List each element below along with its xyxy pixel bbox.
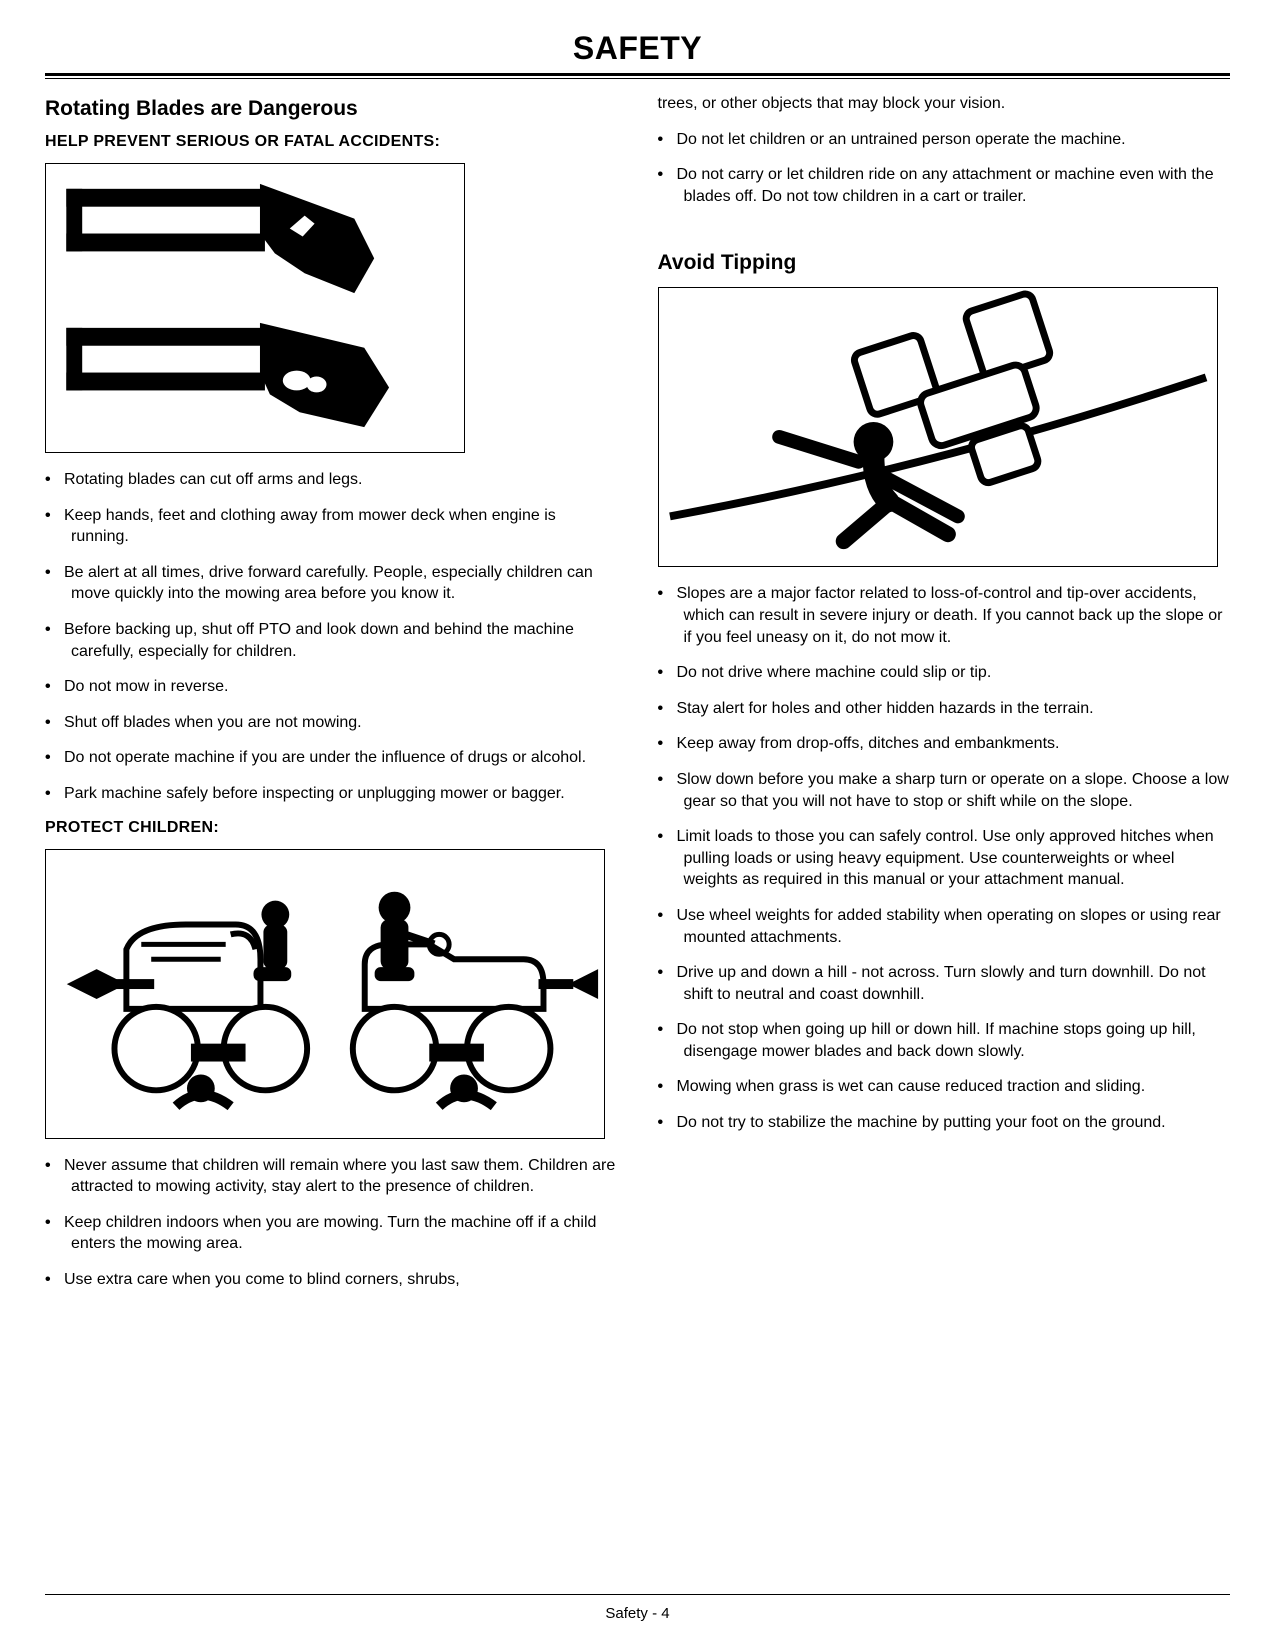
subheading-protect-children: PROTECT CHILDREN: — [45, 819, 618, 837]
left-column: Rotating Blades are Dangerous HELP PREVE… — [45, 93, 618, 1305]
blade-hazard-illustration-icon — [45, 163, 465, 453]
list-item: Do not mow in reverse. — [45, 676, 618, 698]
list-item: Use extra care when you come to blind co… — [45, 1269, 618, 1291]
bullets-avoid-tipping: Slopes are a major factor related to los… — [658, 583, 1231, 1133]
list-item: Rotating blades can cut off arms and leg… — [45, 469, 618, 491]
list-item: Do not drive where machine could slip or… — [658, 662, 1231, 684]
continuation-text: trees, or other objects that may block y… — [658, 93, 1231, 115]
list-item: Stay alert for holes and other hidden ha… — [658, 698, 1231, 720]
tipping-illustration-icon — [658, 287, 1218, 567]
list-item: Do not operate machine if you are under … — [45, 747, 618, 769]
list-item: Use wheel weights for added stability wh… — [658, 905, 1231, 948]
bullets-rotating-blades: Rotating blades can cut off arms and leg… — [45, 469, 618, 805]
page: SAFETY Rotating Blades are Dangerous HEL… — [0, 0, 1275, 1650]
list-item: Limit loads to those you can safely cont… — [658, 826, 1231, 891]
list-item: Never assume that children will remain w… — [45, 1155, 618, 1198]
list-item: Do not carry or let children ride on any… — [658, 164, 1231, 207]
list-item: Mowing when grass is wet can cause reduc… — [658, 1076, 1231, 1098]
list-item: Slow down before you make a sharp turn o… — [658, 769, 1231, 812]
list-item: Before backing up, shut off PTO and look… — [45, 619, 618, 662]
bullets-right-top: Do not let children or an untrained pers… — [658, 129, 1231, 208]
bullets-protect-children: Never assume that children will remain w… — [45, 1155, 618, 1291]
list-item: Slopes are a major factor related to los… — [658, 583, 1231, 648]
list-item: Do not try to stabilize the machine by p… — [658, 1112, 1231, 1134]
list-item: Keep away from drop-offs, ditches and em… — [658, 733, 1231, 755]
heading-avoid-tipping: Avoid Tipping — [658, 251, 1231, 275]
page-title: SAFETY — [45, 30, 1230, 67]
list-item: Be alert at all times, drive forward car… — [45, 562, 618, 605]
protect-children-illustration-icon — [45, 849, 605, 1139]
list-item: Keep children indoors when you are mowin… — [45, 1212, 618, 1255]
list-item: Keep hands, feet and clothing away from … — [45, 505, 618, 548]
heading-rotating-blades: Rotating Blades are Dangerous — [45, 97, 618, 121]
list-item: Do not let children or an untrained pers… — [658, 129, 1231, 151]
right-column: trees, or other objects that may block y… — [658, 93, 1231, 1305]
header-rule — [45, 73, 1230, 79]
list-item: Park machine safely before inspecting or… — [45, 783, 618, 805]
footer-text: Safety - 4 — [45, 1605, 1230, 1622]
list-item: Shut off blades when you are not mowing. — [45, 712, 618, 734]
subheading-prevent-accidents: HELP PREVENT SERIOUS OR FATAL ACCIDENTS: — [45, 133, 618, 151]
list-item: Do not stop when going up hill or down h… — [658, 1019, 1231, 1062]
footer: Safety - 4 — [45, 1594, 1230, 1622]
footer-rule — [45, 1594, 1230, 1595]
list-item: Drive up and down a hill - not across. T… — [658, 962, 1231, 1005]
columns: Rotating Blades are Dangerous HELP PREVE… — [45, 93, 1230, 1305]
